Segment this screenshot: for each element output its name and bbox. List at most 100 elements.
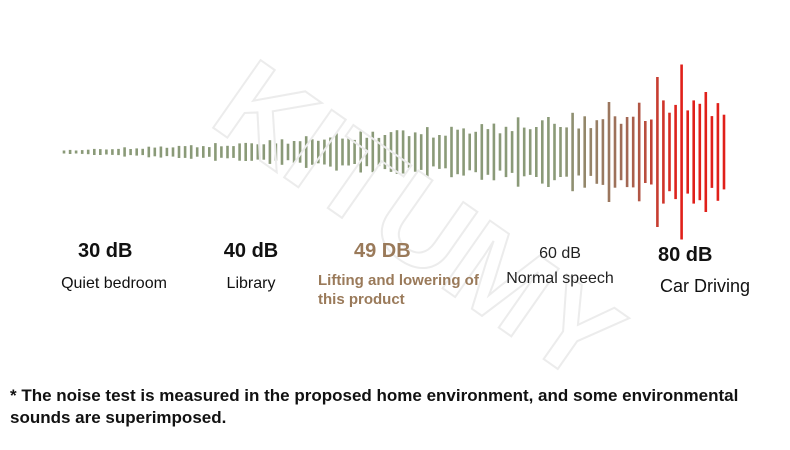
waveform-bar [189,145,193,159]
waveform-bar [510,131,514,173]
waveform-bar [292,141,296,163]
waveform-bar [383,135,387,170]
level-normal-speech: 60 dB Normal speech [498,245,622,288]
waveform-bar [250,143,253,161]
waveform-bar [341,138,344,166]
level-this-product: 49 DB Lifting and lowering of this produ… [318,240,488,309]
waveform-bar [680,64,683,240]
waveform-bar [462,128,465,176]
waveform-bar [62,150,66,154]
level-car-driving: 80 dB Car Driving [650,244,760,297]
waveform-bar [492,123,496,181]
waveform-bar [262,144,266,160]
waveform-bar [468,133,471,171]
waveform-bar [256,144,260,160]
level-description: Normal speech [506,270,614,287]
waveform-bar [80,150,84,154]
waveform-bar [298,141,302,163]
waveform-bar [401,130,405,174]
waveform-bar [105,149,108,155]
level-description: Lifting and lowering of this product [318,272,479,308]
waveform-bar [674,104,677,200]
waveform-bar [504,126,508,178]
waveform-bar [619,123,623,181]
waveform-bar [74,150,78,154]
waveform-bar [111,149,114,155]
level-description: Library [226,275,276,292]
waveform-bar [359,131,362,173]
waveform-bar [547,117,550,187]
waveform-bar [692,100,695,204]
waveform-bar [589,128,593,176]
waveform-bar [480,124,484,180]
waveform-bar [522,127,526,177]
waveform-bar [93,148,96,155]
level-db-value: 30 dB [78,240,133,262]
level-quiet-bedroom: 30 dB Quiet bedroom [50,240,178,293]
waveform-bar [722,114,726,190]
waveform-bar [486,129,490,175]
waveform-bar [135,148,138,156]
waveform-bar [637,102,641,202]
waveform-bar [365,137,369,167]
waveform-bar [644,121,647,183]
waveform-bar [286,143,290,161]
level-db-value: 80 dB [658,244,713,266]
waveform-bar [553,123,556,181]
waveform-bar [183,146,187,158]
waveform-bar [99,149,102,155]
waveform-bar [195,147,199,157]
waveform-bar [413,132,417,172]
waveform-bar [698,103,702,201]
waveform-bar [583,116,586,188]
waveform-bar [516,117,520,187]
sound-waveform [62,64,726,240]
waveform-bar [541,120,544,184]
waveform-bar [716,103,720,201]
waveform-bar [559,127,562,177]
waveform-bar [535,127,538,177]
waveform-bar [323,139,326,165]
waveform-bar [214,143,217,161]
waveform-bar [347,138,350,166]
level-description: Quiet bedroom [61,275,167,292]
waveform-bar [329,137,332,167]
level-db-value: 60 dB [539,245,581,262]
waveform-bar [280,139,284,165]
waveform-bar [129,149,132,156]
waveform-bar [244,142,247,161]
waveform-bar [311,139,314,165]
waveform-bar [710,116,714,188]
waveform-bar [595,120,599,184]
waveform-bar [438,135,441,169]
waveform-bar [159,146,163,158]
waveform-bar [607,102,611,202]
waveform-bar [432,137,435,167]
waveform-bar [656,77,659,227]
footnote: * The noise test is measured in the prop… [10,386,739,427]
waveform-bar [395,130,399,174]
waveform-bar [153,147,157,157]
waveform-bar [613,116,617,188]
waveform-bar [407,136,411,168]
waveform-bar [371,131,375,173]
waveform-bar [662,100,665,204]
waveform-bar [528,129,532,175]
waveform-bar [165,147,169,157]
waveform-bar [202,146,205,158]
waveform-bar [86,149,90,155]
waveform-bar [444,135,447,169]
waveform-bar [631,116,635,188]
waveform-bar [226,145,229,159]
waveform-bar [577,128,580,176]
waveform-bar [117,148,120,156]
waveform-bar [601,119,605,185]
waveform-bar [317,140,320,164]
waveform-bar [177,145,181,158]
waveform-bar [171,147,175,157]
waveform-bar [668,112,671,192]
level-library: 40 dB Library [213,240,289,293]
level-db-value: 49 DB [354,240,411,262]
waveform-bar [625,117,629,188]
